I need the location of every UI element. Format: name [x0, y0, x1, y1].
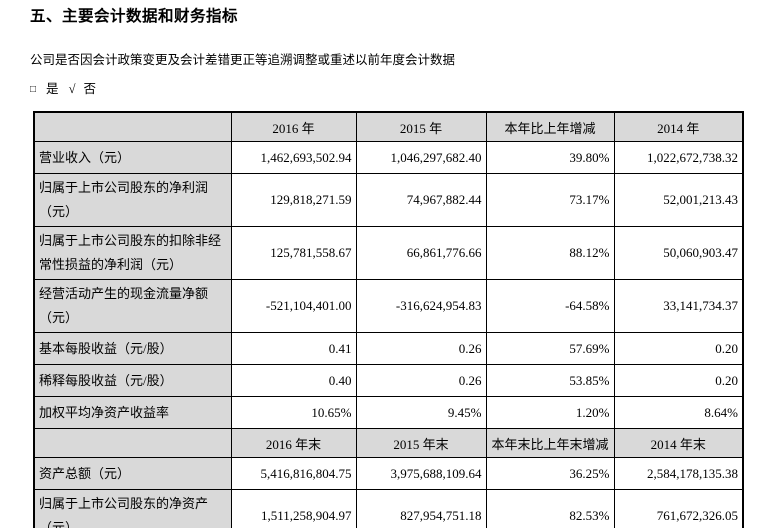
table-row-basic-eps: 基本每股收益（元/股） 0.41 0.26 57.69% 0.20	[33, 332, 744, 365]
header-year-end-change: 本年末比上年末增减	[485, 428, 615, 458]
row-label: 营业收入（元）	[33, 141, 232, 174]
cell-2016: 1,511,258,904.97	[230, 489, 357, 528]
cell-2015: 74,967,882.44	[355, 173, 487, 227]
header-yoy-change: 本年比上年增减	[485, 111, 615, 142]
check-icon: √	[68, 82, 76, 96]
cell-2015: 9.45%	[355, 396, 487, 429]
header-end-2016: 2016 年末	[230, 428, 357, 458]
table-row-diluted-eps: 稀释每股收益（元/股） 0.40 0.26 53.85% 0.20	[33, 364, 744, 397]
restatement-question: 公司是否因会计政策变更及会计差错更正等追溯调整或重述以前年度会计数据	[30, 53, 456, 67]
cell-change: 1.20%	[485, 396, 615, 429]
header-year-2015: 2015 年	[355, 111, 487, 142]
cell-change: -64.58%	[485, 279, 615, 333]
cell-2014: 33,141,734.37	[613, 279, 744, 333]
table-row-net-profit: 归属于上市公司股东的净利润（元） 129,818,271.59 74,967,8…	[33, 173, 744, 227]
cell-2015: 0.26	[355, 332, 487, 365]
cell-2016: 0.41	[230, 332, 357, 365]
row-label: 稀释每股收益（元/股）	[33, 364, 232, 397]
table-header-annual: 2016 年 2015 年 本年比上年增减 2014 年	[33, 111, 744, 142]
cell-2014: 1,022,672,738.32	[613, 141, 744, 174]
header-year-2016: 2016 年	[230, 111, 357, 142]
financial-indicators-table: 2016 年 2015 年 本年比上年增减 2014 年 营业收入（元） 1,4…	[33, 111, 744, 528]
cell-2015: 3,975,688,109.64	[355, 457, 487, 490]
cell-2016: 129,818,271.59	[230, 173, 357, 227]
cell-2014: 0.20	[613, 332, 744, 365]
row-label: 经营活动产生的现金流量净额（元）	[33, 279, 232, 333]
yes-no-checkline: □ 是 √ 否	[30, 81, 775, 99]
header-empty-cell	[33, 428, 232, 458]
row-label: 归属于上市公司股东的净利润（元）	[33, 173, 232, 227]
row-label: 归属于上市公司股东的净资产（元）	[33, 489, 232, 528]
cell-2016: 1,462,693,502.94	[230, 141, 357, 174]
table-row-weighted-avg-roe: 加权平均净资产收益率 10.65% 9.45% 1.20% 8.64%	[33, 396, 744, 429]
row-label: 加权平均净资产收益率	[33, 396, 232, 429]
header-empty-cell	[33, 111, 232, 142]
cell-2014: 761,672,326.05	[613, 489, 744, 528]
cell-change: 82.53%	[485, 489, 615, 528]
checkbox-unchecked-icon: □	[30, 84, 37, 95]
cell-2016: -521,104,401.00	[230, 279, 357, 333]
cell-2015: 1,046,297,682.40	[355, 141, 487, 174]
cell-change: 39.80%	[485, 141, 615, 174]
cell-change: 88.12%	[485, 226, 615, 280]
cell-change: 73.17%	[485, 173, 615, 227]
cell-change: 53.85%	[485, 364, 615, 397]
cell-2015: 0.26	[355, 364, 487, 397]
cell-2014: 8.64%	[613, 396, 744, 429]
cell-2015: -316,624,954.83	[355, 279, 487, 333]
cell-change: 36.25%	[485, 457, 615, 490]
no-label: 否	[83, 82, 96, 96]
cell-2015: 827,954,751.18	[355, 489, 487, 528]
cell-2014: 50,060,903.47	[613, 226, 744, 280]
header-end-2015: 2015 年末	[355, 428, 487, 458]
row-label: 归属于上市公司股东的扣除非经常性损益的净利润（元）	[33, 226, 232, 280]
table-row-total-assets: 资产总额（元） 5,416,816,804.75 3,975,688,109.6…	[33, 457, 744, 490]
cell-2014: 52,001,213.43	[613, 173, 744, 227]
cell-2014: 2,584,178,135.38	[613, 457, 744, 490]
row-label: 基本每股收益（元/股）	[33, 332, 232, 365]
cell-2015: 66,861,776.66	[355, 226, 487, 280]
yes-label: 是	[46, 82, 59, 96]
row-label: 资产总额（元）	[33, 457, 232, 490]
table-row-net-assets: 归属于上市公司股东的净资产（元） 1,511,258,904.97 827,95…	[33, 489, 744, 528]
cell-change: 57.69%	[485, 332, 615, 365]
section-title: 五、主要会计数据和财务指标	[30, 8, 239, 25]
cell-2014: 0.20	[613, 364, 744, 397]
table-row-operating-cash-flow: 经营活动产生的现金流量净额（元） -521,104,401.00 -316,62…	[33, 279, 744, 333]
header-end-2014: 2014 年末	[613, 428, 744, 458]
header-year-2014: 2014 年	[613, 111, 744, 142]
cell-2016: 0.40	[230, 364, 357, 397]
table-row-revenue: 营业收入（元） 1,462,693,502.94 1,046,297,682.4…	[33, 141, 744, 174]
cell-2016: 125,781,558.67	[230, 226, 357, 280]
table-row-net-profit-deducted: 归属于上市公司股东的扣除非经常性损益的净利润（元） 125,781,558.67…	[33, 226, 744, 280]
table-header-year-end: 2016 年末 2015 年末 本年末比上年末增减 2014 年末	[33, 428, 744, 458]
cell-2016: 5,416,816,804.75	[230, 457, 357, 490]
cell-2016: 10.65%	[230, 396, 357, 429]
